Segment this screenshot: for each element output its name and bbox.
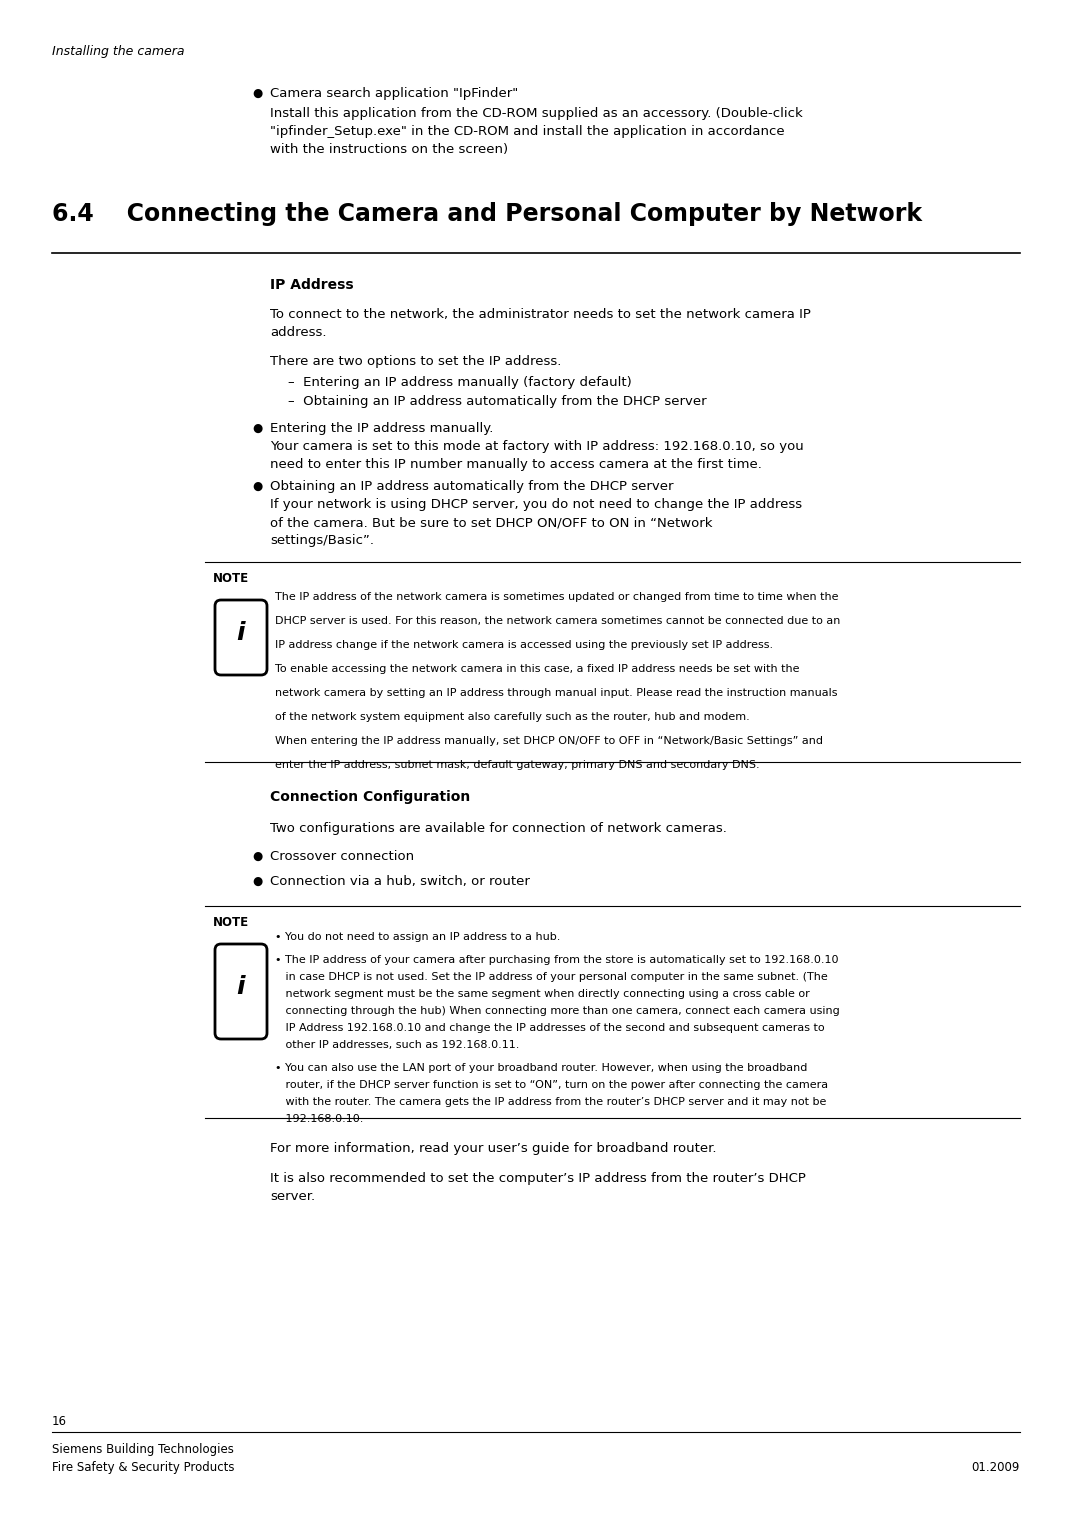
Text: There are two options to set the IP address.: There are two options to set the IP addr… [270, 354, 562, 368]
Text: router, if the DHCP server function is set to “ON”, turn on the power after conn: router, if the DHCP server function is s… [275, 1080, 828, 1090]
Text: IP address change if the network camera is accessed using the previously set IP : IP address change if the network camera … [275, 640, 773, 651]
Text: ●: ● [252, 479, 262, 493]
Text: network segment must be the same segment when directly connecting using a cross : network segment must be the same segment… [275, 989, 810, 999]
Text: Entering the IP address manually.: Entering the IP address manually. [270, 421, 494, 435]
Text: IP Address 192.168.0.10 and change the IP addresses of the second and subsequent: IP Address 192.168.0.10 and change the I… [275, 1023, 825, 1032]
Text: in case DHCP is not used. Set the IP address of your personal computer in the sa: in case DHCP is not used. Set the IP add… [275, 973, 827, 982]
Text: server.: server. [270, 1190, 315, 1203]
Text: address.: address. [270, 325, 326, 339]
Text: Camera search application "IpFinder": Camera search application "IpFinder" [270, 87, 518, 99]
Text: The IP address of the network camera is sometimes updated or changed from time t: The IP address of the network camera is … [275, 592, 838, 602]
Text: DHCP server is used. For this reason, the network camera sometimes cannot be con: DHCP server is used. For this reason, th… [275, 615, 840, 626]
Text: ●: ● [252, 87, 262, 99]
Text: settings/Basic”.: settings/Basic”. [270, 534, 374, 547]
Text: Siemens Building Technologies: Siemens Building Technologies [52, 1443, 234, 1457]
Text: Connection via a hub, switch, or router: Connection via a hub, switch, or router [270, 875, 530, 889]
Text: other IP addresses, such as 192.168.0.11.: other IP addresses, such as 192.168.0.11… [275, 1040, 519, 1051]
Text: i: i [237, 620, 245, 644]
Text: For more information, read your user’s guide for broadband router.: For more information, read your user’s g… [270, 1142, 716, 1154]
Text: with the instructions on the screen): with the instructions on the screen) [270, 144, 508, 156]
Text: need to enter this IP number manually to access camera at the first time.: need to enter this IP number manually to… [270, 458, 761, 470]
Text: To enable accessing the network camera in this case, a fixed IP address needs be: To enable accessing the network camera i… [275, 664, 799, 673]
Text: i: i [237, 974, 245, 999]
Text: connecting through the hub) When connecting more than one camera, connect each c: connecting through the hub) When connect… [275, 1006, 840, 1015]
Text: 16: 16 [52, 1416, 67, 1428]
Text: Obtaining an IP address automatically from the DHCP server: Obtaining an IP address automatically fr… [270, 479, 674, 493]
Text: If your network is using DHCP server, you do not need to change the IP address: If your network is using DHCP server, yo… [270, 498, 802, 512]
Text: 6.4    Connecting the Camera and Personal Computer by Network: 6.4 Connecting the Camera and Personal C… [52, 202, 922, 226]
Text: ●: ● [252, 421, 262, 435]
Text: of the camera. But be sure to set DHCP ON/OFF to ON in “Network: of the camera. But be sure to set DHCP O… [270, 516, 713, 528]
Text: Crossover connection: Crossover connection [270, 851, 414, 863]
Text: Connection Configuration: Connection Configuration [270, 789, 470, 805]
Text: "ipfinder_Setup.exe" in the CD-ROM and install the application in accordance: "ipfinder_Setup.exe" in the CD-ROM and i… [270, 125, 785, 137]
Text: • You can also use the LAN port of your broadband router. However, when using th: • You can also use the LAN port of your … [275, 1063, 808, 1073]
Text: ●: ● [252, 875, 262, 889]
Text: –  Obtaining an IP address automatically from the DHCP server: – Obtaining an IP address automatically … [288, 395, 706, 408]
Text: 192.168.0.10.: 192.168.0.10. [275, 1115, 363, 1124]
Text: To connect to the network, the administrator needs to set the network camera IP: To connect to the network, the administr… [270, 308, 811, 321]
Text: • The IP address of your camera after purchasing from the store is automatically: • The IP address of your camera after pu… [275, 954, 838, 965]
Text: enter the IP address, subnet mask, default gateway, primary DNS and secondary DN: enter the IP address, subnet mask, defau… [275, 760, 759, 770]
Text: Install this application from the CD-ROM supplied as an accessory. (Double-click: Install this application from the CD-ROM… [270, 107, 802, 121]
Text: –  Entering an IP address manually (factory default): – Entering an IP address manually (facto… [288, 376, 632, 389]
Text: network camera by setting an IP address through manual input. Please read the in: network camera by setting an IP address … [275, 689, 837, 698]
Text: IP Address: IP Address [270, 278, 353, 292]
Text: NOTE: NOTE [213, 916, 249, 928]
Text: When entering the IP address manually, set DHCP ON/OFF to OFF in “Network/Basic : When entering the IP address manually, s… [275, 736, 823, 747]
Text: • You do not need to assign an IP address to a hub.: • You do not need to assign an IP addres… [275, 931, 561, 942]
Text: It is also recommended to set the computer’s IP address from the router’s DHCP: It is also recommended to set the comput… [270, 1173, 806, 1185]
Text: Installing the camera: Installing the camera [52, 44, 185, 58]
Text: Two configurations are available for connection of network cameras.: Two configurations are available for con… [270, 822, 727, 835]
Text: Your camera is set to this mode at factory with IP address: 192.168.0.10, so you: Your camera is set to this mode at facto… [270, 440, 804, 454]
Text: Fire Safety & Security Products: Fire Safety & Security Products [52, 1461, 234, 1474]
Text: NOTE: NOTE [213, 573, 249, 585]
Text: of the network system equipment also carefully such as the router, hub and modem: of the network system equipment also car… [275, 712, 750, 722]
Text: with the router. The camera gets the IP address from the router’s DHCP server an: with the router. The camera gets the IP … [275, 1096, 826, 1107]
Text: 01.2009: 01.2009 [972, 1461, 1020, 1474]
Text: ●: ● [252, 851, 262, 863]
